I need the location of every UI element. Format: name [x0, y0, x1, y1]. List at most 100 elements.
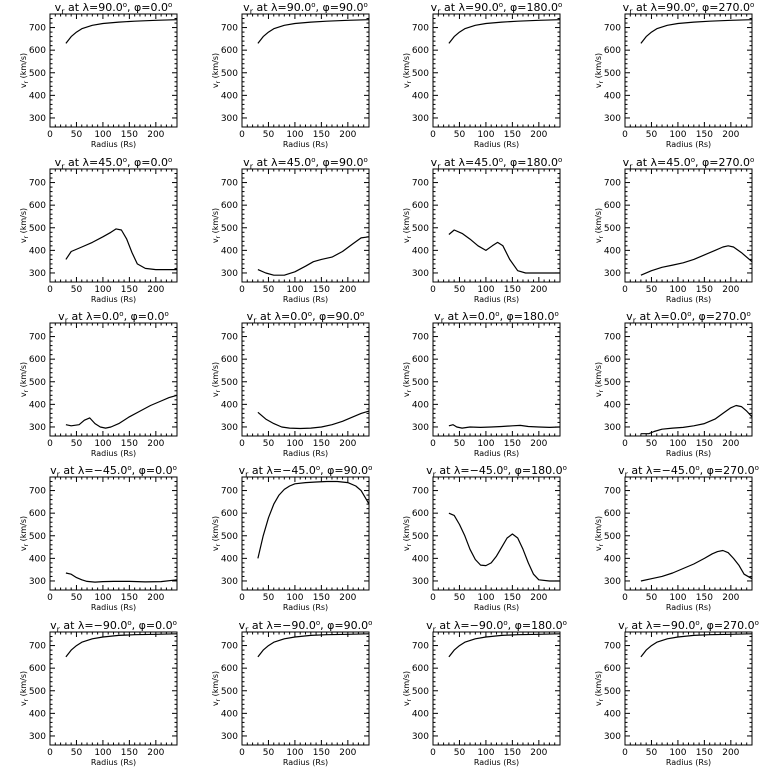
plot-frame: [241, 476, 370, 591]
x-tick-label: 0: [47, 130, 53, 140]
y-tick-label: 700: [29, 487, 46, 497]
x-tick-label: 0: [239, 439, 245, 449]
x-tick-label: 100: [94, 439, 111, 449]
plot-frame: [624, 631, 753, 746]
x-tick-label: 150: [504, 748, 521, 758]
y-tick-label: 400: [221, 246, 238, 256]
y-axis-label: vr (km/s): [402, 671, 413, 706]
y-tick-label: 300: [412, 423, 429, 433]
x-tick-label: 0: [47, 593, 53, 603]
x-tick-label: 0: [47, 285, 53, 295]
x-tick-label: 200: [147, 748, 164, 758]
y-tick-label: 600: [604, 201, 621, 211]
x-axis-label: Radius (Rs): [474, 449, 519, 458]
y-tick-label: 500: [412, 532, 429, 542]
x-tick-label: 100: [286, 285, 303, 295]
y-tick-label: 300: [221, 269, 238, 279]
y-tick-label: 700: [412, 642, 429, 652]
y-tick-label: 500: [29, 378, 46, 388]
x-axis-label: Radius (Rs): [283, 603, 328, 612]
y-axis-label: vr (km/s): [211, 208, 222, 243]
y-tick-label: 500: [604, 224, 621, 234]
y-tick-label: 600: [412, 664, 429, 674]
y-tick-label: 600: [29, 355, 46, 365]
y-axis-label: vr (km/s): [594, 208, 605, 243]
y-tick-label: 700: [604, 24, 621, 34]
y-tick-label: 700: [221, 179, 238, 189]
x-axis-label: Radius (Rs): [91, 603, 136, 612]
y-tick-label: 600: [221, 355, 238, 365]
y-tick-label: 400: [604, 91, 621, 101]
x-tick-label: 150: [696, 439, 713, 449]
y-tick-label: 700: [412, 179, 429, 189]
series-line: [640, 633, 753, 658]
y-tick-label: 400: [412, 709, 429, 719]
x-tick-label: 200: [530, 130, 547, 140]
x-tick-label: 200: [722, 439, 739, 449]
y-tick-label: 300: [604, 577, 621, 587]
y-tick-label: 400: [221, 400, 238, 410]
panel-1-3: vr at λ=45.0o, φ=270.0o 0 50 100 150 200 300 40…: [594, 156, 754, 304]
x-tick-label: 50: [454, 748, 466, 758]
y-tick-label: 700: [221, 24, 238, 34]
y-tick-label: 500: [604, 69, 621, 79]
x-tick-label: 50: [454, 439, 466, 449]
series-line: [640, 19, 753, 44]
y-tick-label: 300: [221, 577, 238, 587]
y-tick-label: 500: [412, 687, 429, 697]
x-tick-label: 150: [504, 439, 521, 449]
y-tick-label: 500: [604, 532, 621, 542]
x-tick-label: 100: [286, 439, 303, 449]
x-tick-label: 50: [263, 285, 275, 295]
x-tick-label: 50: [646, 130, 658, 140]
y-axis-label: vr (km/s): [19, 53, 30, 88]
x-axis-label: Radius (Rs): [666, 140, 711, 149]
x-tick-label: 150: [696, 130, 713, 140]
y-tick-label: 600: [221, 201, 238, 211]
y-tick-label: 600: [29, 509, 46, 519]
panel-title: vr at λ=90.0o, φ=0.0o: [55, 1, 173, 16]
y-tick-label: 400: [604, 400, 621, 410]
y-tick-label: 400: [221, 554, 238, 564]
y-tick-label: 500: [221, 378, 238, 388]
x-tick-label: 100: [94, 285, 111, 295]
y-tick-label: 300: [412, 269, 429, 279]
y-tick-label: 700: [29, 642, 46, 652]
panel-title: vr at λ=45.0o, φ=90.0o: [243, 156, 368, 171]
y-tick-label: 500: [412, 69, 429, 79]
panel-3-0: vr at λ=−45.0o, φ=0.0o 0 50 100 150 200 300 400…: [19, 464, 178, 612]
y-tick-label: 600: [221, 664, 238, 674]
panel-title: vr at λ=90.0o, φ=180.0o: [431, 1, 563, 16]
x-tick-label: 200: [530, 285, 547, 295]
x-tick-label: 200: [339, 748, 356, 758]
y-tick-label: 700: [221, 333, 238, 343]
y-axis-label: vr (km/s): [211, 362, 222, 397]
x-axis-label: Radius (Rs): [91, 140, 136, 149]
panel-title: vr at λ=90.0o, φ=270.0o: [623, 1, 755, 16]
x-tick-label: 50: [454, 285, 466, 295]
y-tick-label: 500: [29, 687, 46, 697]
y-tick-label: 400: [412, 246, 429, 256]
panel-3-3: vr at λ=−45.0o, φ=270.0o 0 50 100 150 200 300 4…: [594, 464, 759, 612]
x-tick-label: 100: [477, 748, 494, 758]
y-axis-label: vr (km/s): [402, 516, 413, 551]
x-tick-label: 200: [530, 593, 547, 603]
y-tick-label: 600: [412, 355, 429, 365]
x-tick-label: 200: [339, 439, 356, 449]
x-tick-label: 50: [646, 593, 658, 603]
x-tick-label: 200: [722, 285, 739, 295]
x-tick-label: 50: [263, 593, 275, 603]
y-tick-label: 300: [604, 114, 621, 124]
panel-3-1: vr at λ=−45.0o, φ=90.0o 0 50 100 150 200 300 40…: [211, 464, 372, 612]
y-tick-label: 600: [604, 509, 621, 519]
x-tick-label: 200: [147, 130, 164, 140]
y-tick-label: 300: [412, 114, 429, 124]
x-tick-label: 100: [94, 130, 111, 140]
x-tick-label: 100: [669, 748, 686, 758]
panel-2-2: vr at λ=0.0o, φ=180.0o 0 50 100 150 200 300 400…: [402, 310, 561, 458]
x-tick-label: 0: [430, 285, 436, 295]
x-axis-label: Radius (Rs): [474, 758, 519, 767]
y-axis-label: vr (km/s): [594, 516, 605, 551]
panel-title: vr at λ=0.0o, φ=90.0o: [247, 310, 365, 325]
x-tick-label: 150: [121, 285, 138, 295]
